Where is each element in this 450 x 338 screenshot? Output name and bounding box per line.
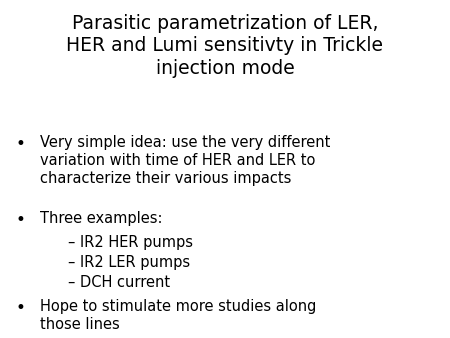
Text: – IR2 LER pumps: – IR2 LER pumps — [68, 255, 189, 270]
Text: Three examples:: Three examples: — [40, 211, 163, 226]
Text: •: • — [16, 211, 26, 229]
Text: – DCH current: – DCH current — [68, 275, 170, 290]
Text: •: • — [16, 299, 26, 317]
Text: – IR2 HER pumps: – IR2 HER pumps — [68, 235, 193, 250]
Text: Hope to stimulate more studies along
those lines: Hope to stimulate more studies along tho… — [40, 299, 317, 332]
Text: Very simple idea: use the very different
variation with time of HER and LER to
c: Very simple idea: use the very different… — [40, 135, 331, 186]
Text: •: • — [16, 135, 26, 153]
Text: Parasitic parametrization of LER,
HER and Lumi sensitivty in Trickle
injection m: Parasitic parametrization of LER, HER an… — [67, 14, 383, 78]
